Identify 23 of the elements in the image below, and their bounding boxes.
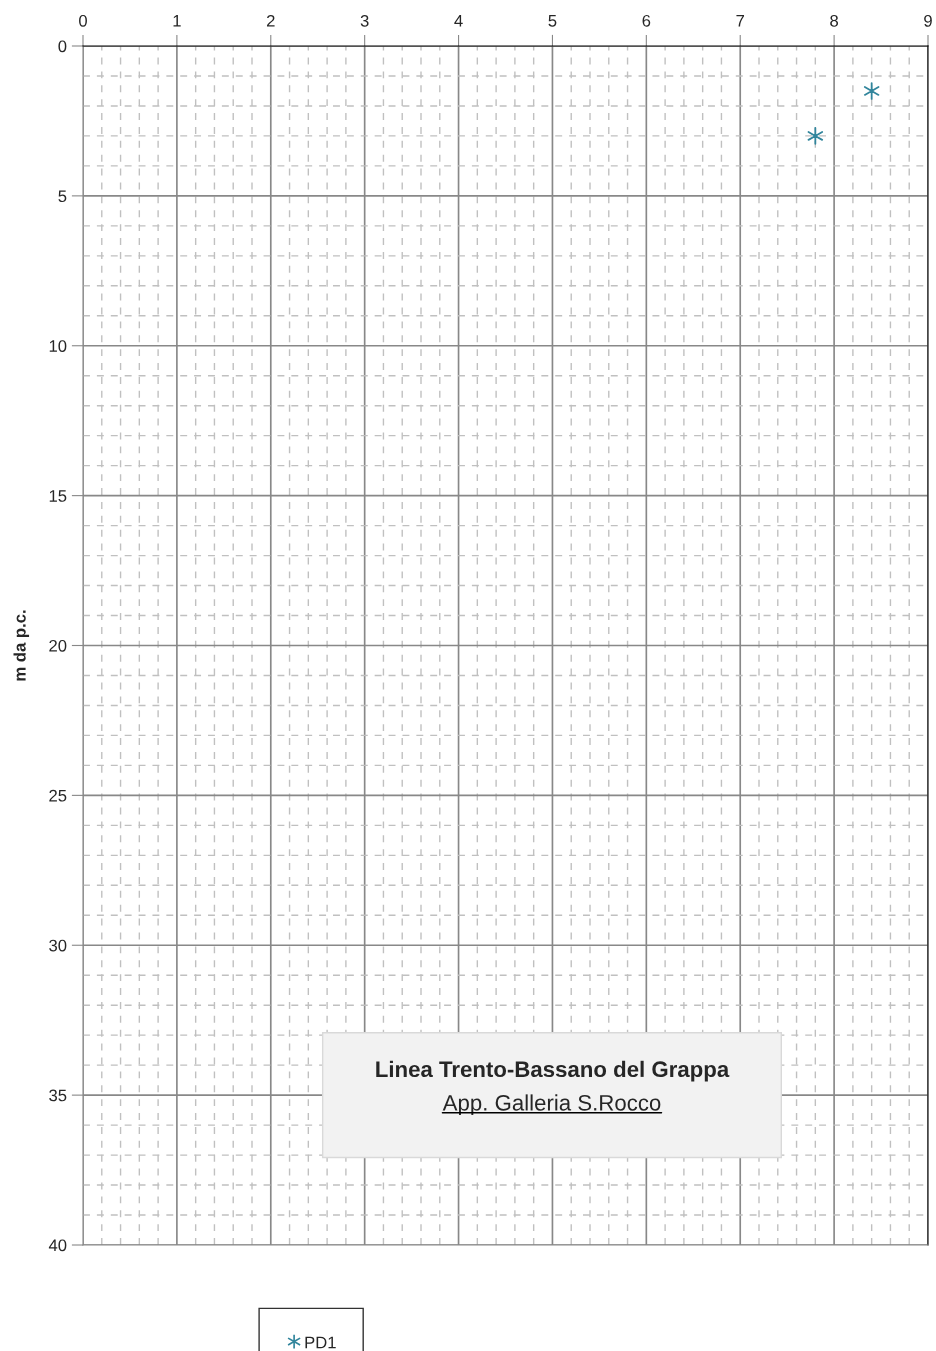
y-tick-label: 25 [49, 789, 67, 802]
x-tick-label: 5 [548, 15, 557, 27]
y-tick-label: 30 [49, 939, 67, 952]
y-tick-label: 10 [49, 340, 67, 352]
y-axis-title: m da p.c. [13, 610, 30, 681]
x-tick-label: 4 [454, 15, 463, 27]
y-tick-label: 20 [49, 639, 67, 652]
x-tick-label: 7 [736, 15, 745, 27]
legend-label: PD1 [305, 1336, 336, 1349]
y-tick-label: 35 [49, 1089, 67, 1102]
annotation: Linea Trento-Bassano del Grappa [376, 1060, 730, 1082]
y-tick-label: 40 [48, 1239, 67, 1252]
x-tick-label: 6 [642, 14, 651, 27]
x-tick-label: 1 [173, 15, 181, 27]
x-tick-label: 0 [79, 14, 87, 27]
x-tick-label: 8 [830, 14, 839, 27]
y-tick-label: 0 [58, 40, 67, 53]
annotation: App. Galleria S.Rocco [442, 1094, 661, 1116]
x-tick-label: 2 [266, 14, 275, 27]
x-tick-label: 9 [924, 14, 932, 27]
y-tick-label: 5 [58, 190, 67, 203]
x-tick-label: 3 [360, 14, 369, 27]
y-tick-label: 15 [49, 490, 67, 502]
